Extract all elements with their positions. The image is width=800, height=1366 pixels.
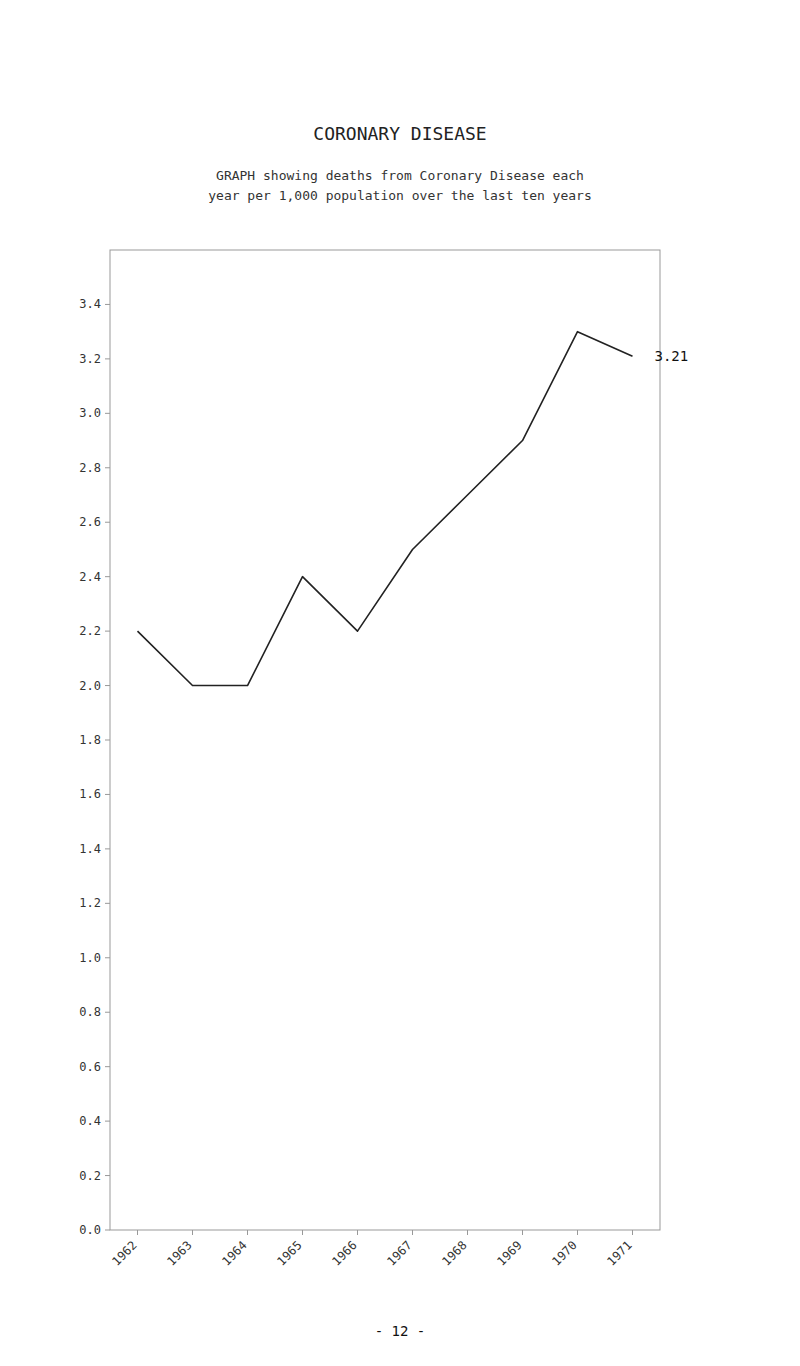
y-tick <box>105 304 110 305</box>
y-tick-label: 2.0 <box>79 679 101 693</box>
y-tick-label: 1.4 <box>79 842 101 856</box>
y-tick <box>105 631 110 632</box>
x-tick-label: 1968 <box>439 1238 469 1268</box>
subtitle: GRAPH showing deaths from Coronary Disea… <box>216 168 584 183</box>
x-tick <box>137 1230 138 1235</box>
x-tick <box>577 1230 578 1235</box>
y-tick <box>105 358 110 359</box>
chart-svg: CORONARY DISEASE GRAPH showing deaths fro… <box>0 0 800 1366</box>
y-tick <box>105 903 110 904</box>
x-tick-label: 1971 <box>604 1238 634 1268</box>
x-tick <box>247 1230 248 1235</box>
y-tick-label: 0.8 <box>79 1005 101 1019</box>
title: CORONARY DISEASE <box>313 123 486 144</box>
y-tick <box>105 957 110 958</box>
y-tick-label: 3.4 <box>79 297 101 311</box>
y-tick-label: 0.0 <box>79 1223 101 1237</box>
x-tick <box>412 1230 413 1235</box>
x-tick-label: 1962 <box>109 1238 139 1268</box>
x-tick-label: 1965 <box>274 1238 304 1268</box>
x-tick <box>357 1230 358 1235</box>
annotation: 3.21 <box>655 348 689 364</box>
y-tick-label: 1.2 <box>79 896 101 910</box>
x-tick-label: 1966 <box>329 1238 359 1268</box>
plot-area <box>138 332 633 686</box>
y-tick-label: 2.2 <box>79 624 101 638</box>
y-tick-label: 2.8 <box>79 461 101 475</box>
x-tick-label: 1964 <box>219 1238 249 1268</box>
x-tick-label: 1970 <box>549 1238 579 1268</box>
y-tick <box>105 1230 110 1231</box>
y-tick-label: 3.2 <box>79 352 101 366</box>
x-tick-label: 1967 <box>384 1238 414 1268</box>
y-tick <box>105 413 110 414</box>
y-tick-label: 3.0 <box>79 406 101 420</box>
y-tick <box>105 1175 110 1176</box>
y-tick-label: 2.4 <box>79 570 101 584</box>
y-tick-label: 0.6 <box>79 1060 101 1074</box>
x-tick <box>632 1230 633 1235</box>
x-tick-label: 1963 <box>164 1238 194 1268</box>
x-tick <box>192 1230 193 1235</box>
plot-frame <box>110 250 660 1230</box>
x-tick <box>302 1230 303 1235</box>
data-line <box>138 332 633 686</box>
y-tick-label: 0.4 <box>79 1114 101 1128</box>
y-tick-label: 1.8 <box>79 733 101 747</box>
y-tick-label: 1.0 <box>79 951 101 965</box>
y-tick <box>105 522 110 523</box>
y-tick-label: 2.6 <box>79 515 101 529</box>
y-tick-label: 1.6 <box>79 787 101 801</box>
y-tick <box>105 794 110 795</box>
x-tick <box>467 1230 468 1235</box>
x-tick-label: 1969 <box>494 1238 524 1268</box>
y-tick <box>105 576 110 577</box>
chart-container: CORONARY DISEASE GRAPH showing deaths fro… <box>0 0 800 1366</box>
subtitle: year per 1,000 population over the last … <box>208 188 592 203</box>
y-tick <box>105 848 110 849</box>
y-tick <box>105 685 110 686</box>
y-tick <box>105 740 110 741</box>
page-number: - 12 - <box>375 1323 426 1339</box>
y-tick <box>105 467 110 468</box>
y-tick <box>105 1121 110 1122</box>
x-tick <box>522 1230 523 1235</box>
y-tick <box>105 1012 110 1013</box>
y-tick <box>105 1066 110 1067</box>
y-tick-label: 0.2 <box>79 1169 101 1183</box>
